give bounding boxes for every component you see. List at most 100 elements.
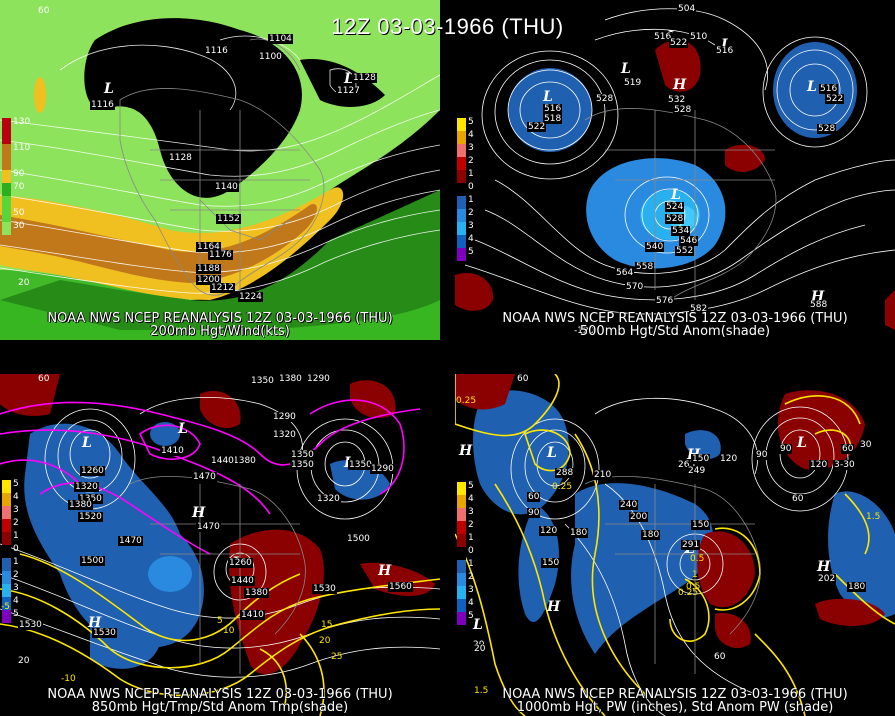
panel-200mb: 130 110 90 70 50 30 60 20 L L 1104 1116 …	[0, 0, 440, 340]
contour-label: 570	[625, 282, 645, 292]
contour-label: 518	[543, 114, 563, 124]
legend-label: 2	[468, 520, 474, 530]
pos-anomaly-area	[455, 374, 515, 410]
legend-label: 4	[468, 234, 474, 244]
contour-label: 291	[681, 540, 701, 550]
contour-label: 546	[679, 236, 699, 246]
contour-label: 516	[819, 84, 839, 94]
contour-label: 1350	[290, 450, 315, 460]
low-symbol: L	[671, 187, 681, 203]
contour-label: 1350	[250, 376, 275, 386]
contour-label: 1560	[388, 582, 413, 592]
pw-label: 0.25	[678, 588, 699, 598]
panel-850mb-caption-2: 850mb Hgt/Tmp/Std Anom Tmp(shade)	[91, 700, 349, 715]
contour-label: 524	[665, 202, 685, 212]
contour-label: 90	[755, 450, 769, 460]
legend-label: 4	[13, 492, 19, 502]
contour-label: 1176	[208, 250, 233, 260]
contour-label: 1128	[168, 153, 193, 163]
contour-label: 1290	[370, 464, 395, 474]
contour-label: 522	[825, 94, 845, 104]
lat-label: 20	[18, 278, 30, 288]
panel-850mb: 5 4 3 2 1 0 1 2 3 4 5 60 20 L L L L H H …	[0, 374, 440, 716]
legend-label: 5	[13, 479, 19, 489]
contour-label: 120	[809, 460, 829, 470]
contour-label: 90	[779, 444, 793, 454]
legend-label: 50	[13, 208, 25, 218]
panel-850mb-caption-1: NOAA NWS NCEP REANALYSIS 12Z 03-03-1966 …	[47, 687, 393, 702]
legend-label: 3	[468, 221, 474, 231]
legend-label: 2	[468, 156, 474, 166]
legend-label: 1	[468, 559, 474, 569]
contour-label: 516	[653, 32, 673, 42]
panel-500mb-caption-2: 500mb Hgt/Std Anom(shade)	[579, 324, 771, 339]
contour-label: 1212	[210, 283, 235, 293]
contour-label: 552	[675, 246, 695, 256]
pw-label: 0.5	[686, 582, 701, 592]
legend-label: 3	[468, 143, 474, 153]
panel-500mb-caption-1: NOAA NWS NCEP REANALYSIS 12Z 03-03-1966 …	[502, 311, 848, 326]
contour-label: 1410	[160, 446, 185, 456]
contour-label: 1470	[192, 472, 217, 482]
pw-label: 0.25	[456, 396, 477, 406]
legend-label: 5	[468, 117, 474, 127]
weak-wind-area	[84, 18, 302, 198]
contour-label: 1380	[244, 588, 269, 598]
legend-label: 4	[468, 494, 474, 504]
high-symbol: H	[192, 505, 206, 521]
low-symbol: L	[82, 435, 92, 451]
contour-label: 180	[641, 530, 661, 540]
contour-label: 1380	[278, 374, 303, 384]
contour-label: 120	[539, 526, 559, 536]
contour-label: 288	[555, 468, 575, 478]
contour-label: 1116	[204, 46, 229, 56]
contour-label: 150	[691, 454, 711, 464]
contour-label: 1320	[74, 482, 99, 492]
contour-label: 582	[689, 304, 709, 314]
low-symbol: L	[721, 37, 731, 53]
contour-label: 202	[817, 574, 837, 584]
panel-200mb-caption-2: 200mb Hgt/Wind(kts)	[150, 324, 290, 339]
high-symbol: H	[459, 443, 473, 459]
legend-label: 5	[468, 611, 474, 621]
contour-label: 528	[673, 105, 693, 115]
legend-label: 5	[13, 609, 19, 619]
contour-label: 576	[655, 296, 675, 306]
contour-label: 1500	[80, 556, 105, 566]
contour-label: 516	[543, 104, 563, 114]
contour-label: 519	[623, 78, 643, 88]
high-symbol: H	[88, 615, 102, 631]
contour-label: 1530	[18, 620, 43, 630]
legend-label: 30	[13, 221, 25, 231]
legend-label: 1	[468, 169, 474, 179]
low-symbol: L	[807, 79, 817, 95]
legend-label: 2	[13, 570, 19, 580]
contour-label: 180	[847, 582, 867, 592]
contour-label: 1290	[306, 374, 331, 384]
contour-label: 1380	[232, 456, 257, 466]
low-symbol: L	[104, 81, 114, 97]
contour-label: 1140	[214, 182, 239, 192]
contour-label: 180	[569, 528, 589, 538]
lat-label: 60	[38, 6, 50, 16]
lat-label: 60	[517, 374, 529, 384]
panel-1000mb-caption-1: NOAA NWS NCEP REANALYSIS 12Z 03-03-1966 …	[502, 687, 848, 702]
legend-label: 4	[468, 598, 474, 608]
legend-label: 90	[13, 169, 25, 179]
contour-label: 1520	[78, 512, 103, 522]
high-symbol: H	[817, 559, 831, 575]
pos-anomaly-area	[0, 374, 60, 416]
temp-label: -10	[61, 674, 76, 684]
contour-label: 1104	[268, 34, 293, 44]
panel-850mb-legend: 5 4 3 2 1 0 1 2 3 4 5	[2, 479, 32, 623]
legend-label: 3	[13, 505, 19, 515]
low-symbol: L	[344, 71, 354, 87]
legend-label: 3	[13, 583, 19, 593]
contour-label: 1410	[240, 610, 265, 620]
contour-label: 532	[667, 95, 687, 105]
contour-label: 30	[859, 440, 873, 450]
legend-label: 1	[468, 195, 474, 205]
contour-label: 1224	[238, 292, 263, 302]
contour-label: 150	[691, 520, 711, 530]
pw-label: 0.5	[690, 554, 705, 564]
